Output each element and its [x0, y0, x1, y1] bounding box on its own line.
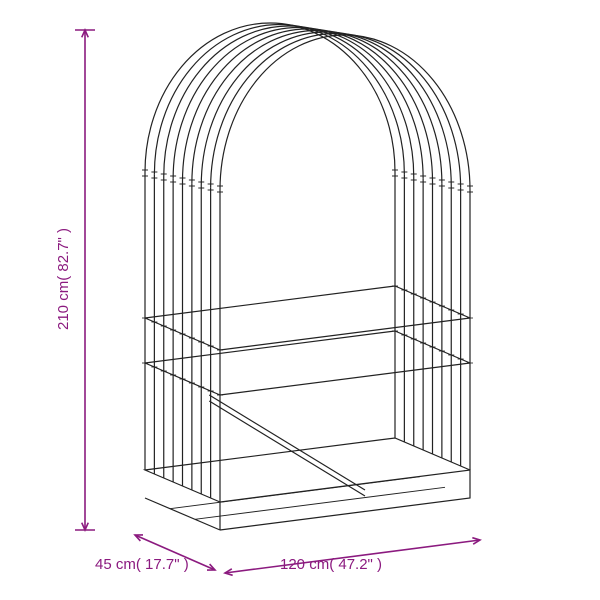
dimension-lines [0, 0, 600, 600]
dimension-width-label: 120 cm( 47.2" ) [280, 556, 382, 573]
dimension-depth-label: 45 cm( 17.7" ) [95, 556, 189, 573]
diagram-stage: 210 cm( 82.7" ) 45 cm( 17.7" ) 120 cm( 4… [0, 0, 600, 600]
dimension-height-label: 210 cm( 82.7" ) [55, 228, 72, 330]
